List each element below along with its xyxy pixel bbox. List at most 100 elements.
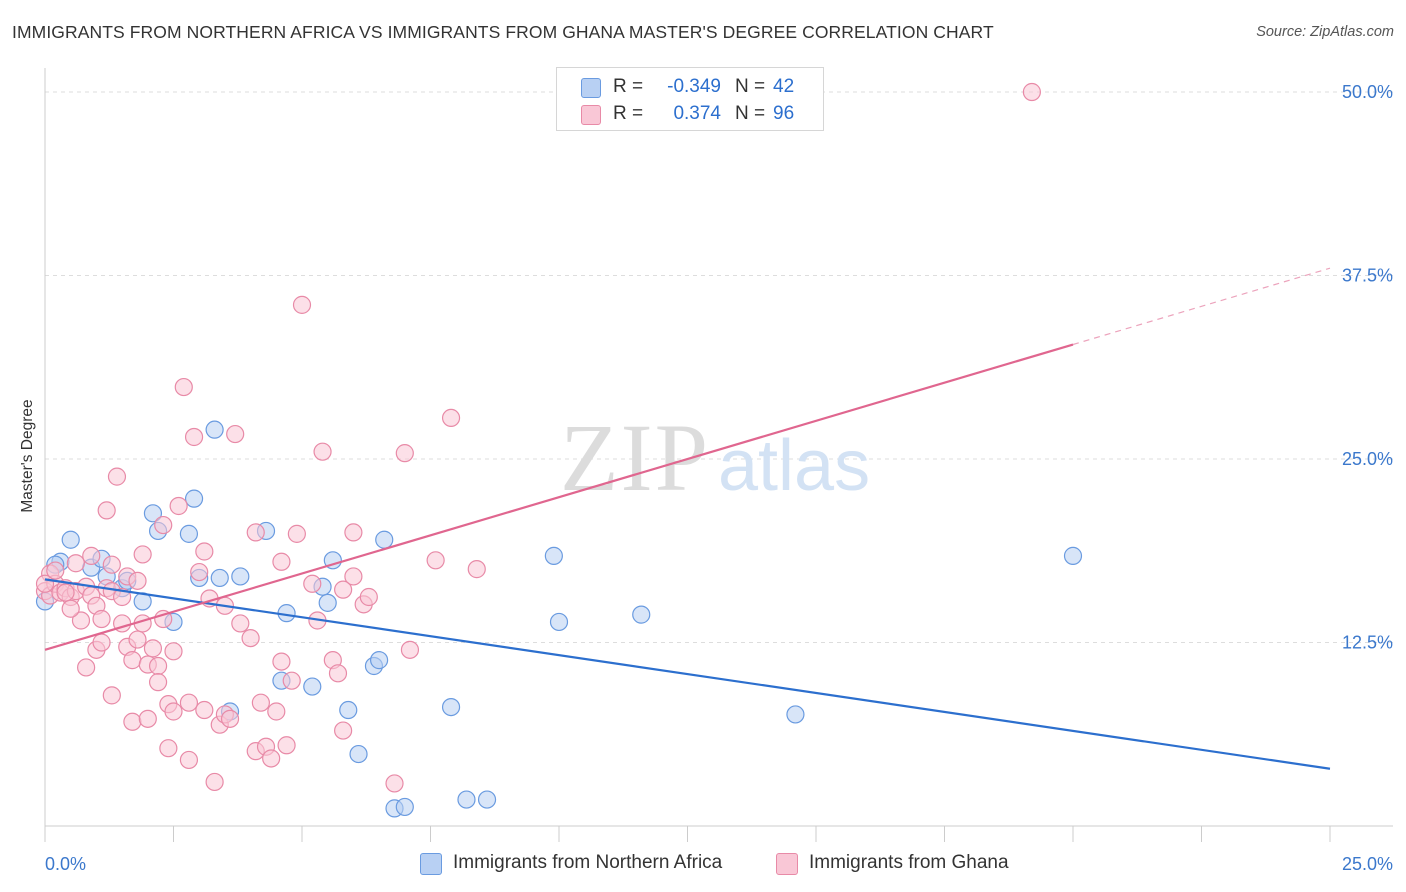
data-point bbox=[210, 568, 229, 588]
legend-n-value: 96 bbox=[773, 103, 795, 124]
data-point bbox=[123, 712, 142, 731]
data-point bbox=[226, 424, 245, 444]
legend-swatch-pink bbox=[581, 105, 601, 125]
y-tick-label: 25.0% bbox=[1342, 449, 1393, 469]
data-point bbox=[441, 408, 461, 428]
data-point bbox=[179, 693, 199, 712]
data-point bbox=[77, 658, 96, 677]
data-point bbox=[169, 496, 188, 516]
data-point bbox=[328, 664, 348, 683]
data-point bbox=[318, 593, 337, 612]
data-point bbox=[61, 530, 80, 549]
y-tick-label: 50.0% bbox=[1342, 82, 1393, 102]
data-point bbox=[97, 501, 116, 520]
legend-n-label: N = bbox=[735, 103, 766, 124]
trend-line-solid bbox=[44, 343, 1074, 651]
data-point bbox=[107, 467, 127, 486]
data-point bbox=[46, 561, 65, 580]
data-point bbox=[395, 444, 414, 463]
data-point bbox=[375, 530, 394, 549]
data-point bbox=[544, 546, 563, 565]
data-point bbox=[133, 545, 152, 564]
data-point bbox=[457, 790, 476, 809]
data-point bbox=[313, 442, 332, 461]
data-point bbox=[190, 562, 209, 582]
data-point bbox=[143, 639, 163, 658]
data-point bbox=[441, 697, 461, 717]
data-point bbox=[359, 587, 378, 607]
tick-labels: 12.5% 25.0% 37.5% 50.0% 0.0% 25.0% bbox=[45, 82, 1393, 874]
data-point bbox=[303, 677, 322, 696]
bottom-legend-label: Immigrants from Ghana bbox=[809, 852, 1009, 873]
data-point bbox=[184, 489, 204, 508]
data-point bbox=[174, 377, 193, 397]
data-point bbox=[164, 642, 183, 661]
data-point bbox=[344, 523, 363, 542]
data-point bbox=[272, 652, 291, 671]
data-point bbox=[148, 673, 168, 692]
chart-title: IMMIGRANTS FROM NORTHERN AFRICA VS IMMIG… bbox=[12, 22, 994, 42]
legend-r-label: R = bbox=[613, 103, 644, 124]
y-tick-label: 37.5% bbox=[1342, 266, 1393, 286]
legend: R = -0.349 N = 42 R = 0.374 N = 96 bbox=[556, 67, 824, 131]
data-point bbox=[277, 736, 296, 755]
data-point bbox=[148, 656, 168, 676]
data-point bbox=[1022, 82, 1041, 102]
watermark: ZIP atlas bbox=[560, 404, 870, 511]
data-point bbox=[154, 515, 173, 535]
data-point bbox=[339, 700, 358, 720]
data-point bbox=[102, 686, 121, 705]
data-point bbox=[426, 551, 445, 570]
data-point bbox=[195, 700, 214, 720]
data-point bbox=[231, 614, 250, 633]
gridlines bbox=[45, 91, 1393, 644]
data-point bbox=[71, 611, 91, 630]
data-point bbox=[303, 574, 322, 593]
data-point bbox=[272, 552, 291, 571]
data-point bbox=[123, 651, 142, 670]
watermark-zip: ZIP bbox=[560, 404, 710, 511]
data-point bbox=[179, 524, 199, 543]
data-point bbox=[138, 709, 157, 728]
legend-r-label: R = bbox=[613, 76, 644, 97]
legend-swatch-blue bbox=[581, 78, 601, 98]
data-point bbox=[195, 542, 214, 561]
legend-r-value: -0.349 bbox=[667, 76, 721, 97]
data-point bbox=[205, 772, 224, 792]
data-point bbox=[128, 571, 147, 590]
data-point bbox=[292, 295, 312, 314]
axes bbox=[44, 68, 1393, 842]
data-point bbox=[154, 609, 173, 629]
data-point bbox=[159, 739, 178, 758]
data-point bbox=[92, 633, 111, 652]
data-point bbox=[241, 629, 260, 648]
data-point bbox=[344, 567, 363, 586]
legend-r-value: 0.374 bbox=[673, 103, 721, 124]
data-point bbox=[246, 523, 265, 542]
data-point bbox=[184, 427, 204, 447]
data-point bbox=[349, 744, 368, 764]
y-tick-label: 12.5% bbox=[1342, 633, 1393, 653]
legend-n-label: N = bbox=[735, 76, 766, 97]
bottom-legend-swatch-pink bbox=[776, 853, 798, 875]
data-point bbox=[179, 750, 199, 770]
data-point bbox=[128, 630, 147, 649]
data-point bbox=[282, 671, 301, 690]
bottom-legend-label: Immigrants from Northern Africa bbox=[453, 852, 723, 873]
x-tick-label: 25.0% bbox=[1342, 854, 1393, 874]
legend-n-value: 42 bbox=[773, 76, 795, 97]
data-point bbox=[467, 560, 486, 579]
data-point bbox=[395, 797, 414, 817]
data-point bbox=[61, 599, 80, 618]
data-point bbox=[477, 790, 497, 809]
watermark-atlas: atlas bbox=[718, 426, 870, 506]
data-point bbox=[220, 709, 240, 728]
data-point bbox=[92, 609, 111, 629]
trend-lines bbox=[44, 267, 1331, 770]
data-point bbox=[164, 702, 183, 721]
data-point bbox=[251, 693, 270, 712]
x-tick-label: 0.0% bbox=[45, 854, 86, 874]
series-ghana-points bbox=[35, 82, 1041, 793]
data-point bbox=[549, 612, 569, 632]
